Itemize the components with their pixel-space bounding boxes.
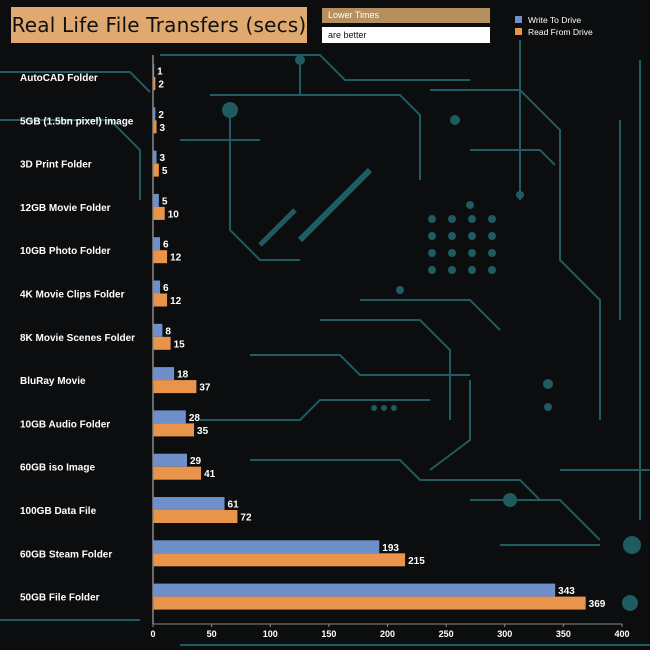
- write-value-label: 3: [160, 153, 166, 164]
- category-label: 5GB (1.5bn pixel) image: [20, 116, 134, 127]
- category-label: AutoCAD Folder: [20, 73, 98, 84]
- category-label: 60GB iso Image: [20, 463, 95, 474]
- write-value-label: 61: [228, 500, 240, 511]
- read-value-label: 37: [199, 383, 211, 394]
- read-bar: [153, 77, 156, 90]
- note-are-better: are better: [322, 27, 490, 43]
- read-bar: [153, 163, 159, 177]
- write-bar: [153, 410, 186, 424]
- read-bar: [153, 293, 168, 307]
- write-value-label: 8: [165, 326, 171, 337]
- legend-swatch-write: [515, 16, 522, 23]
- category-label: 50GB File Folder: [20, 593, 100, 604]
- read-value-label: 3: [160, 123, 166, 134]
- write-value-label: 343: [558, 586, 575, 597]
- write-value-label: 5: [162, 196, 168, 207]
- write-value-label: 29: [190, 456, 202, 467]
- read-value-label: 215: [408, 556, 425, 567]
- read-bar: [153, 596, 586, 610]
- read-value-label: 41: [204, 469, 216, 480]
- legend-swatch-read: [515, 28, 522, 35]
- note-lower-times: Lower Times: [322, 8, 490, 23]
- write-bar: [153, 583, 556, 597]
- write-value-label: 28: [189, 413, 201, 424]
- legend-item-read: Read From Drive: [515, 26, 593, 37]
- read-bar: [153, 466, 202, 480]
- legend-label-write: Write To Drive: [528, 14, 582, 25]
- read-bar: [153, 380, 197, 394]
- category-label: 8K Movie Scenes Folder: [20, 333, 135, 344]
- read-bar: [153, 250, 168, 264]
- read-bar: [153, 510, 238, 523]
- read-value-label: 12: [170, 253, 182, 264]
- category-label: 4K Movie Clips Folder: [20, 290, 125, 301]
- write-bar: [153, 237, 161, 251]
- write-bar: [153, 540, 380, 554]
- category-label: 10GB Photo Folder: [20, 246, 111, 257]
- write-bar: [153, 497, 225, 510]
- write-bar: [153, 193, 159, 207]
- category-label: 12GB Movie Folder: [20, 203, 111, 214]
- read-value-label: 2: [158, 80, 164, 91]
- write-value-label: 6: [163, 283, 169, 294]
- read-bar: [153, 336, 171, 350]
- x-tick-label: 250: [439, 629, 454, 639]
- write-value-label: 193: [382, 543, 399, 554]
- read-bar: [153, 423, 195, 437]
- read-value-label: 5: [162, 166, 168, 177]
- x-tick-label: 350: [556, 629, 571, 639]
- read-value-label: 15: [174, 339, 186, 350]
- read-value-label: 369: [589, 599, 606, 610]
- x-tick-label: 400: [614, 629, 629, 639]
- x-tick-label: 50: [207, 629, 217, 639]
- write-bar: [153, 280, 161, 294]
- chart-title: Real Life File Transfers (secs): [11, 13, 307, 37]
- chart-title-box: Real Life File Transfers (secs): [11, 7, 307, 43]
- write-value-label: 6: [163, 240, 169, 251]
- write-bar: [153, 453, 188, 467]
- x-tick-label: 150: [321, 629, 336, 639]
- category-label: 100GB Data File: [20, 506, 97, 517]
- x-tick-label: 0: [150, 629, 155, 639]
- write-value-label: 1: [157, 67, 163, 78]
- category-label: 60GB Steam Folder: [20, 549, 112, 560]
- category-label: BluRay Movie: [20, 376, 86, 387]
- read-bar: [153, 206, 165, 220]
- read-value-label: 72: [240, 513, 252, 524]
- read-bar: [153, 553, 406, 567]
- x-tick-label: 300: [497, 629, 512, 639]
- write-bar: [153, 107, 156, 121]
- legend-item-write: Write To Drive: [515, 14, 593, 25]
- write-bar: [153, 323, 163, 337]
- x-tick-label: 100: [263, 629, 278, 639]
- write-value-label: 2: [158, 110, 164, 121]
- read-bar: [153, 120, 157, 134]
- category-label: 3D Print Folder: [20, 160, 92, 171]
- write-bar: [153, 367, 175, 381]
- x-tick-label: 200: [380, 629, 395, 639]
- legend-label-read: Read From Drive: [528, 26, 593, 37]
- read-value-label: 35: [197, 426, 209, 437]
- write-bar: [153, 150, 157, 164]
- read-value-label: 12: [170, 296, 182, 307]
- read-value-label: 10: [168, 209, 180, 220]
- category-label: 10GB Audio Folder: [20, 419, 110, 430]
- legend: Write To Drive Read From Drive: [515, 14, 593, 38]
- write-value-label: 18: [177, 370, 189, 381]
